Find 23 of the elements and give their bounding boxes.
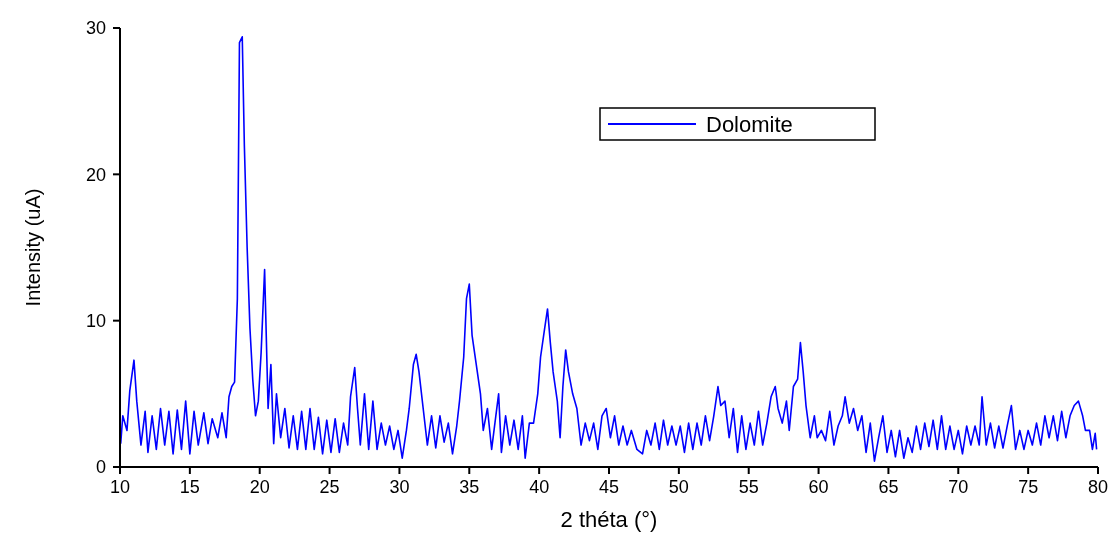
line-series [119, 35, 1098, 462]
x-tick-label: 65 [878, 477, 899, 497]
x-tick-label: 80 [1087, 477, 1109, 497]
x-tick-label: 50 [668, 477, 689, 497]
x-tick-label: 20 [249, 477, 270, 497]
y-axis-title: Intensity (uA) [22, 188, 44, 307]
x-tick-label: 15 [179, 477, 200, 497]
y-tick-label: 10 [85, 310, 106, 331]
x-tick-label: 35 [459, 477, 480, 497]
x-tick-label: 30 [389, 477, 410, 497]
x-tick-label: 70 [948, 477, 969, 497]
x-tick-label: 55 [738, 477, 759, 497]
x-axis-title: 2 théta (°) [560, 507, 658, 532]
y-tick-label: 20 [85, 164, 106, 185]
x-tick-label: 10 [109, 477, 131, 497]
legend-label: Dolomite [706, 111, 793, 137]
y-tick-label: 30 [85, 18, 106, 39]
x-tick-label: 25 [319, 477, 340, 497]
x-tick-label: 60 [808, 477, 829, 497]
x-tick-label: 45 [598, 477, 620, 497]
y-tick-label: 0 [95, 457, 106, 478]
x-tick-label: 40 [529, 477, 550, 497]
x-tick-label: 75 [1018, 477, 1039, 497]
